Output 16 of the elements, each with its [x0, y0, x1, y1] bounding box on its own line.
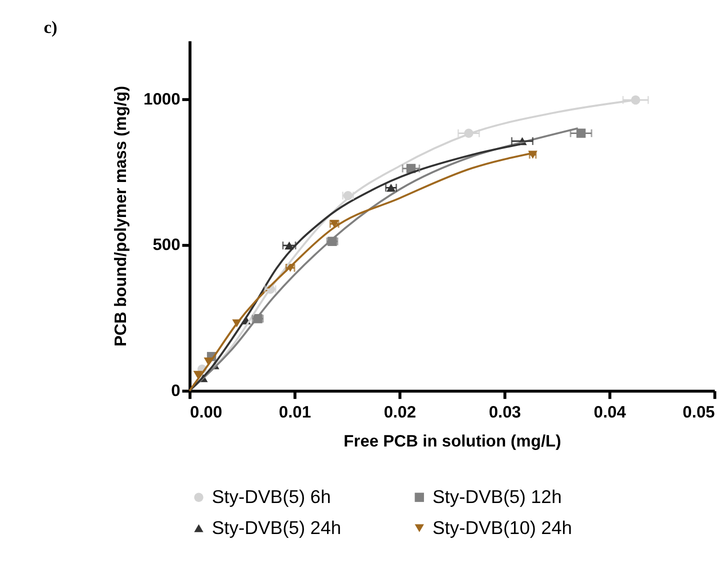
legend-label: Sty-DVB(5) 6h: [212, 486, 331, 508]
legend-label: Sty-DVB(5) 24h: [212, 517, 342, 538]
x-tick-label: 0.05: [682, 402, 715, 422]
x-axis-title: Free PCB in solution (mg/L): [344, 432, 562, 451]
x-tick-label: 0.00: [190, 402, 222, 422]
x-tick-label: 0.03: [488, 402, 521, 422]
y-tick-label: 1000: [144, 89, 180, 108]
y-tick-label: 500: [152, 235, 180, 254]
x-tick-label: 0.01: [278, 402, 312, 422]
legend-label: Sty-DVB(10) 24h: [432, 517, 572, 538]
chart-title: c): [44, 17, 58, 38]
y-axis-title: PCB bound/polymer mass (mg/g): [111, 86, 130, 347]
x-tick-label: 0.02: [384, 402, 416, 422]
x-tick-label: 0.04: [594, 402, 627, 422]
legend-label: Sty-DVB(5) 12h: [432, 486, 562, 508]
y-tick-label: 0: [171, 381, 180, 400]
